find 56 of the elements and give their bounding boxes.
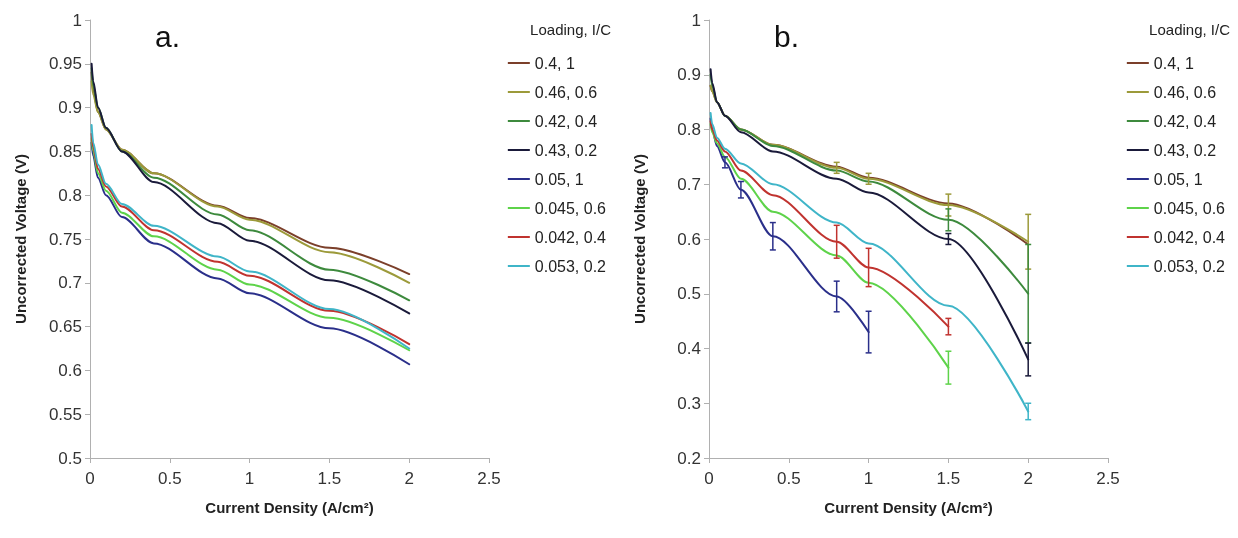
- y-tick-label: 0.55: [48, 404, 82, 424]
- legend-label: 0.053, 0.2: [534, 257, 607, 275]
- x-tick-label: 0: [85, 469, 95, 488]
- x-tick-label: 1: [244, 469, 255, 488]
- y-tick-label: 1: [691, 10, 701, 30]
- legend-label: 0.045, 0.6: [1153, 199, 1226, 217]
- y-tick-label: 0.75: [48, 229, 82, 249]
- y-tick-label: 0.6: [677, 229, 701, 249]
- x-tick-label: 2: [1023, 469, 1033, 488]
- x-tick-label: 0.5: [157, 469, 182, 488]
- y-axis-title: Uncorrected Voltage (V): [12, 154, 29, 324]
- y-tick-label: 0.3: [677, 393, 701, 413]
- legend-label: 0.053, 0.2: [1153, 257, 1226, 275]
- legend-title: Loading, I/C: [530, 21, 612, 38]
- legend-label: 0.42, 0.4: [1153, 112, 1217, 130]
- legend-label: 0.042, 0.4: [1153, 228, 1226, 246]
- y-tick-label: 0.7: [58, 273, 82, 293]
- y-tick-label: 0.85: [48, 141, 82, 161]
- legend-label: 0.46, 0.6: [534, 83, 598, 101]
- legend-label: 0.042, 0.4: [534, 228, 607, 246]
- y-tick-label: 0.5: [677, 284, 701, 304]
- legend-label: 0.05, 1: [534, 170, 584, 188]
- legend-label: 0.43, 0.2: [534, 141, 598, 159]
- legend-label: 0.42, 0.4: [534, 112, 598, 130]
- y-tick-label: 1: [72, 10, 82, 30]
- y-tick-label: 0.7: [677, 174, 701, 194]
- y-axis-title: Uncorrected Voltage (V): [631, 154, 648, 324]
- legend-label: 0.4, 1: [534, 54, 575, 72]
- legend-label: 0.46, 0.6: [1153, 83, 1217, 101]
- y-tick-label: 0.6: [58, 360, 82, 380]
- y-tick-label: 0.8: [677, 120, 701, 139]
- y-tick-label: 0.8: [58, 185, 82, 205]
- y-tick-label: 0.9: [58, 98, 82, 118]
- x-tick-label: 2.5: [1096, 469, 1120, 488]
- y-tick-label: 0.65: [48, 317, 82, 337]
- x-tick-label: 1.5: [317, 469, 342, 488]
- chart-title: a.: [155, 19, 181, 53]
- x-tick-label: 1.5: [936, 469, 961, 488]
- x-axis-title: Current Density (A/cm²): [824, 499, 993, 516]
- y-tick-label: 0.2: [677, 448, 701, 468]
- x-tick-label: 2.5: [477, 469, 501, 488]
- x-tick-label: 0.5: [776, 469, 801, 488]
- legend-label: 0.4, 1: [1153, 54, 1194, 72]
- y-tick-label: 0.5: [58, 448, 82, 468]
- y-tick-label: 0.9: [677, 65, 701, 85]
- x-tick-label: 2: [404, 469, 414, 488]
- x-tick-label: 1: [863, 469, 874, 488]
- x-axis-title: Current Density (A/cm²): [205, 499, 374, 516]
- legend-label: 0.43, 0.2: [1153, 141, 1217, 159]
- chart-title: b.: [774, 19, 800, 53]
- legend-label: 0.05, 1: [1153, 170, 1203, 188]
- legend-label: 0.045, 0.6: [534, 199, 607, 217]
- y-tick-label: 0.95: [48, 54, 82, 74]
- y-tick-label: 0.4: [677, 339, 701, 358]
- legend-title: Loading, I/C: [1149, 21, 1231, 38]
- x-tick-label: 0: [704, 469, 714, 488]
